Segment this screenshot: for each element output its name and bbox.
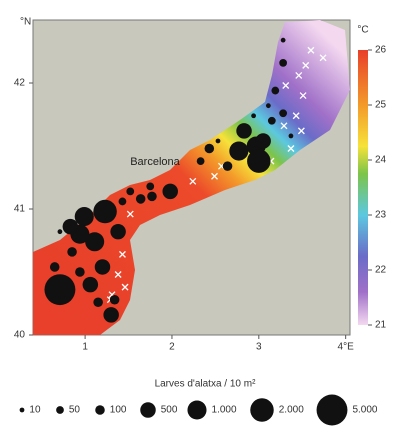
larvae-bubble (229, 141, 249, 161)
colorbar-tick-label: 24 (375, 155, 387, 166)
colorbar-unit: °C (357, 25, 368, 36)
larvae-bubble (135, 194, 146, 204)
larvae-bubble (271, 86, 280, 95)
larvae-bubble (49, 262, 60, 272)
larvae-bubble (162, 183, 178, 200)
y-tick-label: 40 (14, 330, 26, 341)
zero-catch-cross (307, 46, 315, 54)
zero-catch-cross (211, 172, 218, 180)
larvae-bubble (62, 218, 79, 235)
larvae-bubble (93, 297, 103, 308)
legend-bubble (56, 406, 64, 414)
larvae-bubble (280, 37, 286, 43)
larvae-bubble (247, 149, 271, 173)
larvae-bubble (118, 197, 127, 206)
x-tick-label: 3 (256, 342, 262, 353)
larvae-bubble (74, 207, 94, 227)
zero-catch-cross (319, 54, 327, 62)
zero-catch-cross (292, 112, 300, 120)
legend-bubble (250, 398, 274, 422)
larvae-bubble (93, 199, 117, 224)
zero-catch-cross (280, 122, 288, 130)
legend-label: 1.000 (212, 405, 237, 416)
larvae-bubble (82, 276, 99, 293)
sea-temperature (33, 20, 350, 335)
zero-catch-cross (189, 177, 197, 185)
colorbar-tick-label: 22 (375, 265, 387, 276)
place-label: Barcelona (130, 156, 180, 168)
legend-bubble (19, 407, 25, 413)
larvae-bubble (85, 232, 105, 252)
legend-label: 50 (69, 405, 81, 416)
zero-catch-cross (282, 82, 290, 89)
larvae-bubble (215, 138, 221, 144)
zero-catch-cross (287, 145, 295, 152)
legend-label: 5.000 (352, 405, 377, 416)
zero-catch-cross (302, 61, 310, 69)
legend-bubble (187, 400, 207, 420)
x-tick-label: 4°E (338, 342, 355, 353)
larvae-bubble (67, 247, 77, 257)
legend-label: 2.000 (279, 405, 304, 416)
larvae-bubble (44, 274, 76, 306)
larvae-bubble (75, 267, 85, 277)
larvae-bubble (236, 123, 252, 139)
x-tick-label: 1 (82, 342, 88, 353)
legend-label: 10 (29, 405, 41, 416)
larvae-bubble (251, 113, 256, 119)
larvae-bubble (204, 143, 215, 154)
larvae-bubble (103, 307, 119, 323)
larvae-bubble (222, 161, 233, 171)
colorbar-tick-label: 21 (375, 320, 387, 331)
larvae-bubble (196, 157, 205, 166)
larvae-bubble (146, 182, 155, 191)
legend-bubble (95, 405, 105, 415)
colorbar (358, 50, 368, 325)
zero-catch-cross (121, 283, 129, 291)
zero-catch-cross (114, 271, 122, 278)
zero-catch-cross (299, 92, 307, 100)
y-tick-label: 42 (14, 78, 26, 89)
colorbar-tick-label: 25 (375, 100, 387, 111)
lat-unit: °N (20, 17, 31, 28)
y-tick-label: 41 (14, 204, 26, 215)
larvae-bubble (265, 103, 271, 109)
larvae-bubble (126, 187, 135, 196)
colorbar-tick-label: 23 (375, 210, 387, 221)
legend-label: 100 (110, 405, 127, 416)
larvae-bubble (288, 133, 294, 139)
larvae-bubble (94, 259, 111, 275)
colorbar-tick-label: 26 (375, 45, 387, 56)
zero-catch-cross (297, 127, 305, 135)
larvae-bubble (279, 109, 288, 118)
x-tick-label: 2 (169, 342, 175, 353)
larvae-bubble (60, 294, 65, 300)
legend-bubble (140, 402, 156, 418)
larvae-bubble (279, 58, 288, 67)
larvae-bubble (109, 294, 120, 305)
zero-catch-cross (295, 71, 303, 79)
zero-catch-cross (118, 250, 126, 258)
larvae-bubble (57, 229, 63, 235)
larvae-bubble (147, 191, 157, 202)
zero-catch-cross (126, 210, 134, 218)
legend-label: 500 (161, 405, 178, 416)
larvae-bubble (110, 223, 126, 240)
legend-title: Larves d'alatxa / 10 m² (155, 379, 257, 390)
larvae-bubble (267, 116, 276, 125)
legend-bubble (316, 394, 348, 426)
larvae-bubble (255, 133, 271, 149)
